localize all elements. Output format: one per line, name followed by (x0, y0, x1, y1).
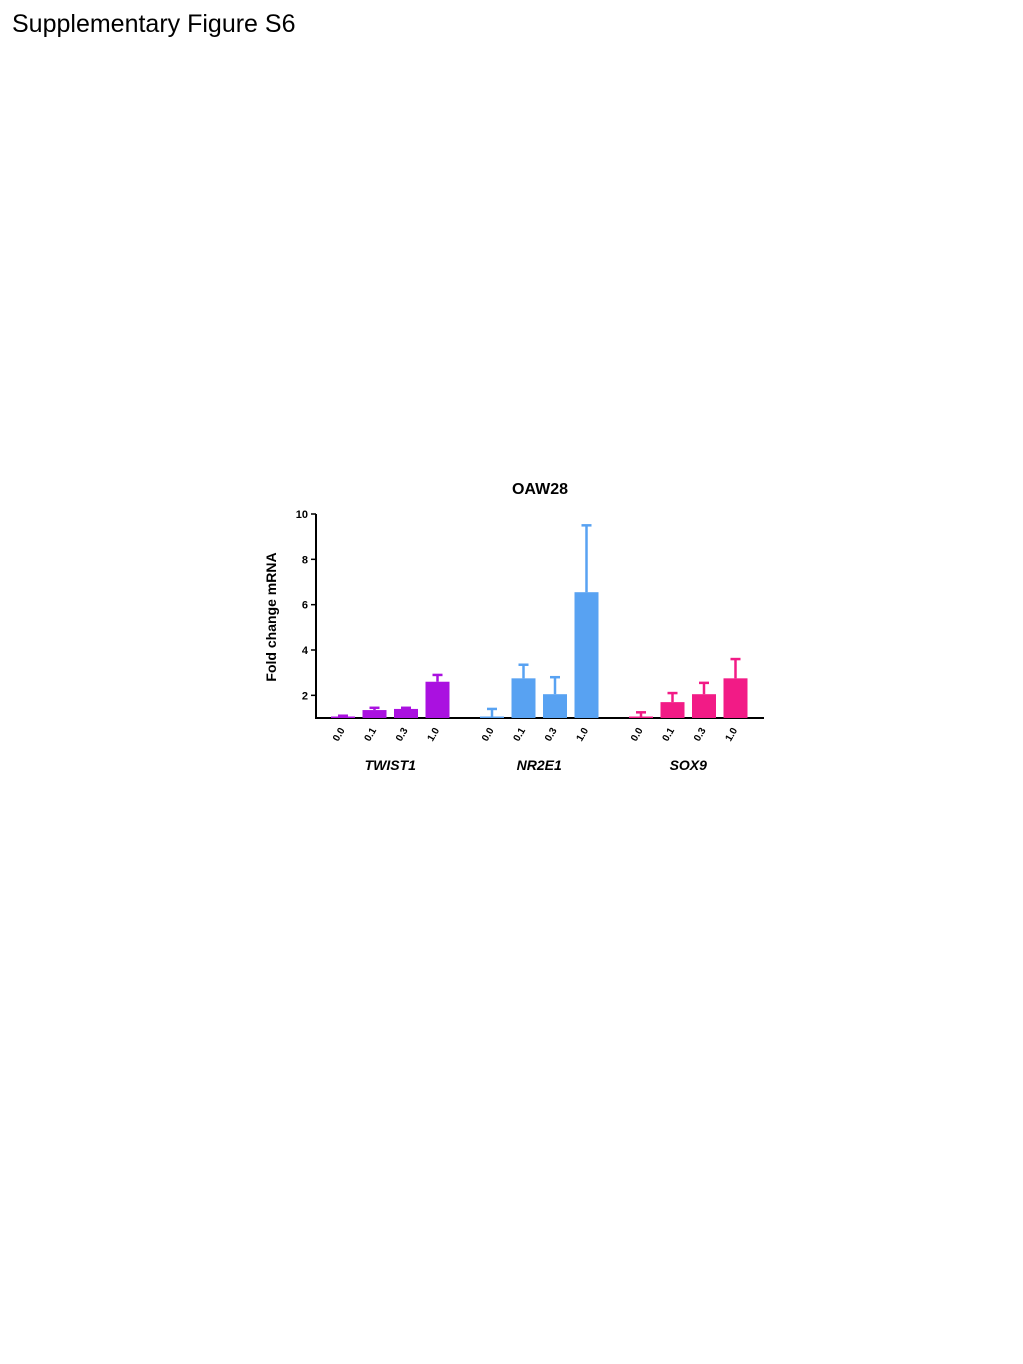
bar (362, 710, 387, 718)
x-tick-label: 1.0 (426, 726, 443, 744)
y-tick-label: 2 (302, 690, 308, 702)
y-tick-label: 4 (302, 645, 309, 657)
y-tick-label: 6 (302, 600, 308, 612)
bar (723, 678, 748, 718)
x-tick-label: 0.0 (629, 726, 646, 744)
bar (574, 592, 599, 718)
x-tick-label: 1.0 (724, 726, 741, 744)
x-tick-label: 0.3 (394, 726, 411, 744)
group-label: NR2E1 (517, 757, 562, 773)
x-tick-label: 0.0 (480, 726, 497, 744)
bar (629, 716, 653, 718)
group-label: SOX9 (670, 757, 708, 773)
bar (394, 708, 418, 718)
bar (660, 702, 685, 718)
y-axis-label: Fold change mRNA (263, 552, 279, 681)
x-tick-label: 0.1 (363, 726, 380, 744)
bar (692, 694, 716, 718)
bar (331, 716, 355, 718)
y-tick-label: 10 (296, 509, 308, 521)
x-tick-label: 0.1 (661, 726, 678, 744)
x-tick-label: 0.3 (692, 726, 709, 744)
bar (480, 716, 504, 718)
plot-area: 2 4 6 8 10 0.0 0.1 0.3 1.0 TWIST1 0.0 0.1 0.3 1.0 NR2E… (296, 509, 764, 773)
page-heading: Supplementary Figure S6 (12, 10, 296, 38)
x-tick-label: 1.0 (575, 726, 592, 744)
bar (511, 678, 536, 718)
bar (425, 681, 450, 718)
x-tick-label: 0.0 (331, 726, 348, 744)
bar (543, 694, 567, 718)
chart-title: OAW28 (512, 481, 568, 498)
x-tick-label: 0.1 (512, 726, 529, 744)
x-tick-label: 0.3 (543, 726, 560, 744)
group-label: TWIST1 (365, 757, 417, 773)
y-tick-label: 8 (302, 554, 308, 566)
